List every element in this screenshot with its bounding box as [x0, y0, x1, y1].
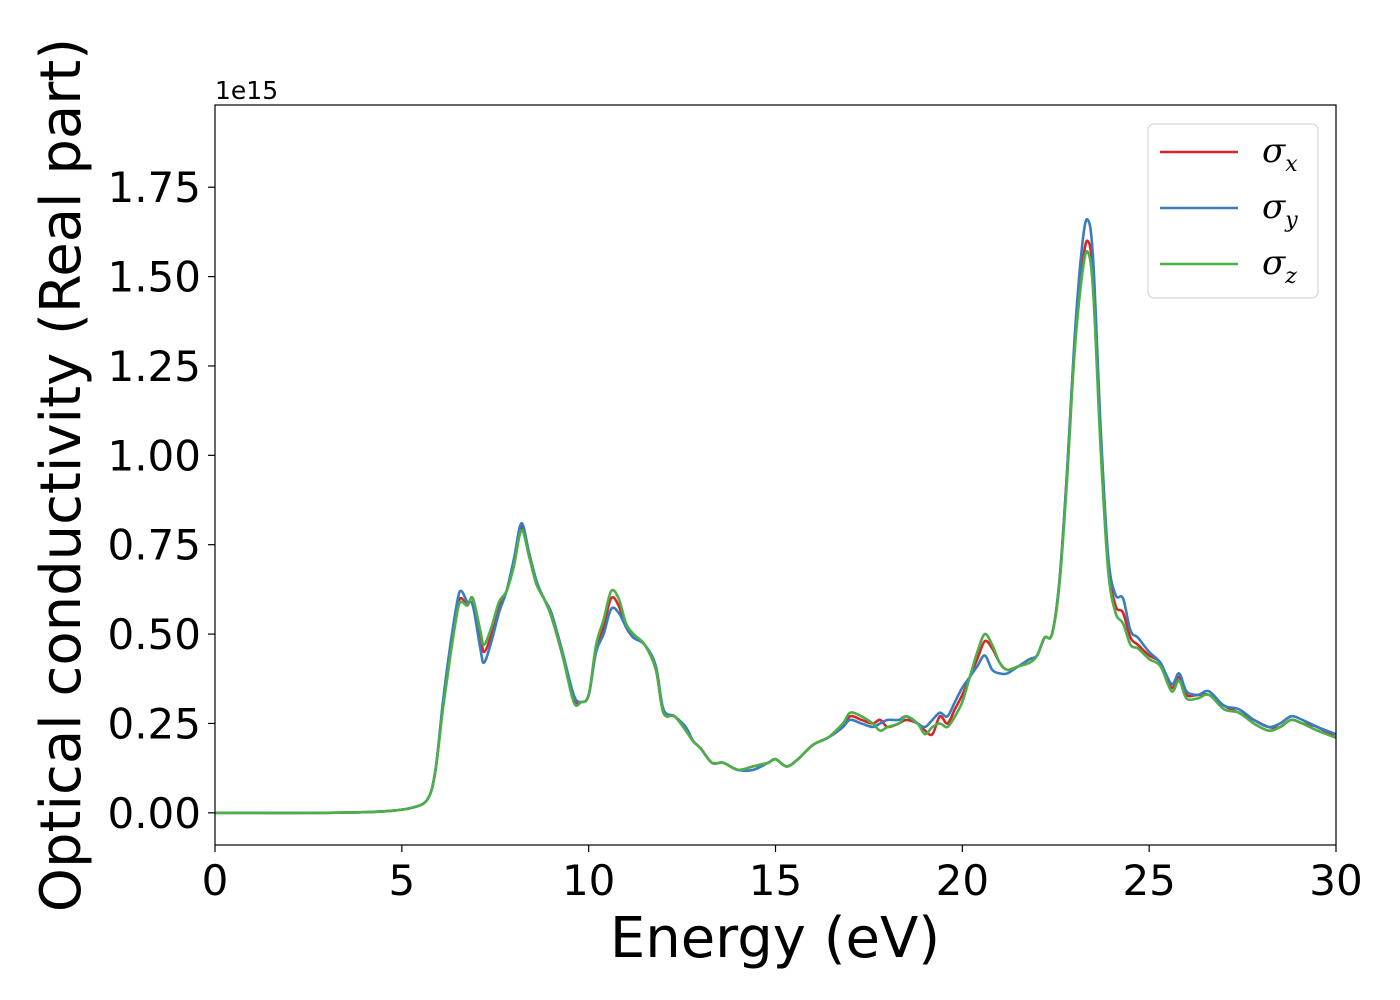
y-axis-title: Optical conductivity (Real part) [29, 38, 94, 912]
x-axis-ticks: 0 5 10 15 20 25 30 [202, 845, 1363, 905]
legend: σx σy σz [1147, 123, 1319, 299]
legend-label-y: σy [1262, 187, 1298, 233]
legend-frame [1147, 123, 1319, 299]
series-layer [214, 217, 1337, 815]
y-tick-label: 1.25 [107, 342, 201, 391]
x-tick-label: 5 [388, 856, 415, 905]
legend-label-x: σx [1262, 131, 1298, 177]
x-tick-label: 20 [936, 856, 989, 905]
x-tick-label: 10 [562, 856, 615, 905]
y-tick-label: 1.75 [107, 163, 201, 212]
y-tick-label: 0.50 [107, 610, 201, 659]
x-tick-label: 0 [202, 856, 229, 905]
series-line-z [214, 249, 1337, 815]
y-tick-label: 0.00 [107, 789, 201, 838]
y-axis-ticks: 0.00 0.25 0.50 0.75 1.00 1.25 1.50 1.75 [107, 163, 215, 838]
x-tick-label: 25 [1122, 856, 1175, 905]
x-tick-label: 15 [749, 856, 802, 905]
legend-label-z: σz [1262, 243, 1297, 289]
y-tick-label: 1.00 [107, 431, 201, 480]
y-tick-label: 0.25 [107, 699, 201, 748]
y-tick-label: 0.75 [107, 521, 201, 570]
y-offset-label: 1e15 [215, 76, 278, 105]
x-tick-label: 30 [1309, 856, 1362, 905]
x-axis-title: Energy (eV) [610, 906, 940, 971]
series-line-y [214, 217, 1337, 815]
y-tick-label: 1.50 [107, 253, 201, 302]
